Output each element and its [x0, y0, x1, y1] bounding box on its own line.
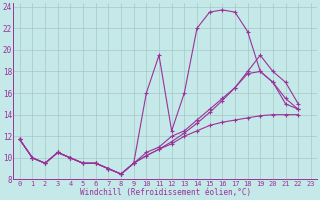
X-axis label: Windchill (Refroidissement éolien,°C): Windchill (Refroidissement éolien,°C) [80, 188, 251, 197]
